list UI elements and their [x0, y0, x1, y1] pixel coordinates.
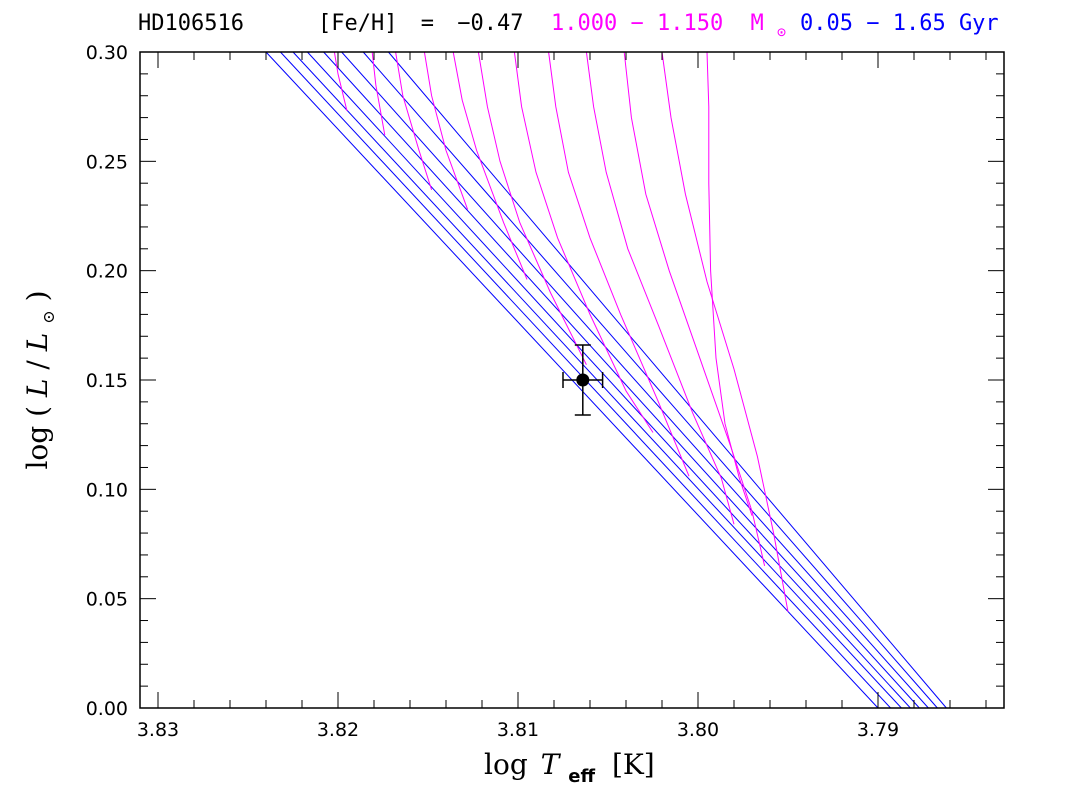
- mass-track-line-7: [548, 51, 690, 477]
- x-tick-label: 3.81: [497, 719, 539, 741]
- title-age-range: 0.05 − 1.65 Gyr: [800, 11, 999, 36]
- isochrone-line-7: [388, 51, 947, 709]
- x-axis-label-log: log: [484, 748, 537, 781]
- mass-track-line-3: [423, 51, 469, 210]
- title-mass-unit: M: [750, 11, 763, 36]
- y-axis-label-log: log (: [21, 406, 54, 470]
- y-axis-label-slash: /: [21, 360, 54, 370]
- isochrone-line-4: [323, 51, 920, 709]
- y-tick-label: 0.15: [86, 370, 128, 392]
- y-tick-label: 0.30: [86, 42, 128, 64]
- mass-track-line-8: [585, 51, 735, 525]
- x-axis-label: log T eff [K]: [484, 748, 655, 789]
- mass-track-line-0: [333, 51, 348, 112]
- x-tick-label: 3.79: [857, 719, 899, 741]
- x-ticks-group: 3.83 3.82 3.81 3.80 3.79: [137, 52, 987, 741]
- mass-track-line-9: [623, 51, 766, 567]
- title-mass-range: 1.000 − 1.150: [551, 11, 723, 36]
- x-tick-label: 3.83: [137, 719, 179, 741]
- x-axis-label-unit: [K]: [612, 748, 655, 781]
- y-axis-label-close: ): [21, 290, 54, 301]
- mass-track-line-2: [395, 51, 433, 190]
- mass-track-line-1: [371, 51, 386, 136]
- y-tick-label: 0.25: [86, 151, 128, 173]
- y-tick-label: 0.05: [86, 589, 128, 611]
- mass-track-line-6: [513, 51, 654, 433]
- mass-tracks-group: [333, 51, 789, 612]
- y-ticks-group: 0.00 0.05 0.10 0.15 0.20 0.25 0.30: [86, 42, 1004, 720]
- title-metallicity-value: −0.47: [457, 11, 523, 36]
- star-point: [576, 373, 590, 387]
- chart-title: HD106516 [Fe/H] = −0.47 1.000 − 1.150 M …: [138, 11, 999, 43]
- x-axis-label-t: T: [541, 748, 562, 781]
- mass-track-line-4: [452, 51, 528, 280]
- title-metallicity-eq: =: [421, 11, 434, 36]
- star-marker: [562, 344, 604, 416]
- isochrone-line-6: [362, 51, 938, 709]
- isochrone-line-3: [307, 51, 911, 709]
- y-axis-label-l: L: [21, 378, 54, 398]
- x-axis-label-sub: eff: [568, 766, 595, 787]
- x-tick-label: 3.82: [317, 719, 359, 741]
- isochrone-line-5: [341, 51, 929, 709]
- y-axis-label-lsun: L: [21, 333, 54, 353]
- title-star-name: HD106516: [138, 11, 244, 36]
- mass-track-line-5: [477, 51, 587, 365]
- y-tick-label: 0.20: [86, 261, 128, 283]
- y-tick-label: 0.00: [86, 698, 128, 720]
- mass-track-line-10: [661, 51, 789, 612]
- y-tick-label: 0.10: [86, 479, 128, 501]
- title-metallicity-label: [Fe/H]: [318, 11, 397, 36]
- x-tick-label: 3.80: [677, 719, 719, 741]
- isochrones-group: [265, 51, 947, 709]
- y-axis-label: log ( L / L ⊙ ): [21, 290, 61, 469]
- mass-track-line-11: [706, 51, 753, 516]
- y-axis-label-sun: ⊙: [39, 310, 58, 323]
- title-mass-unit-sub: ⊙: [777, 23, 786, 41]
